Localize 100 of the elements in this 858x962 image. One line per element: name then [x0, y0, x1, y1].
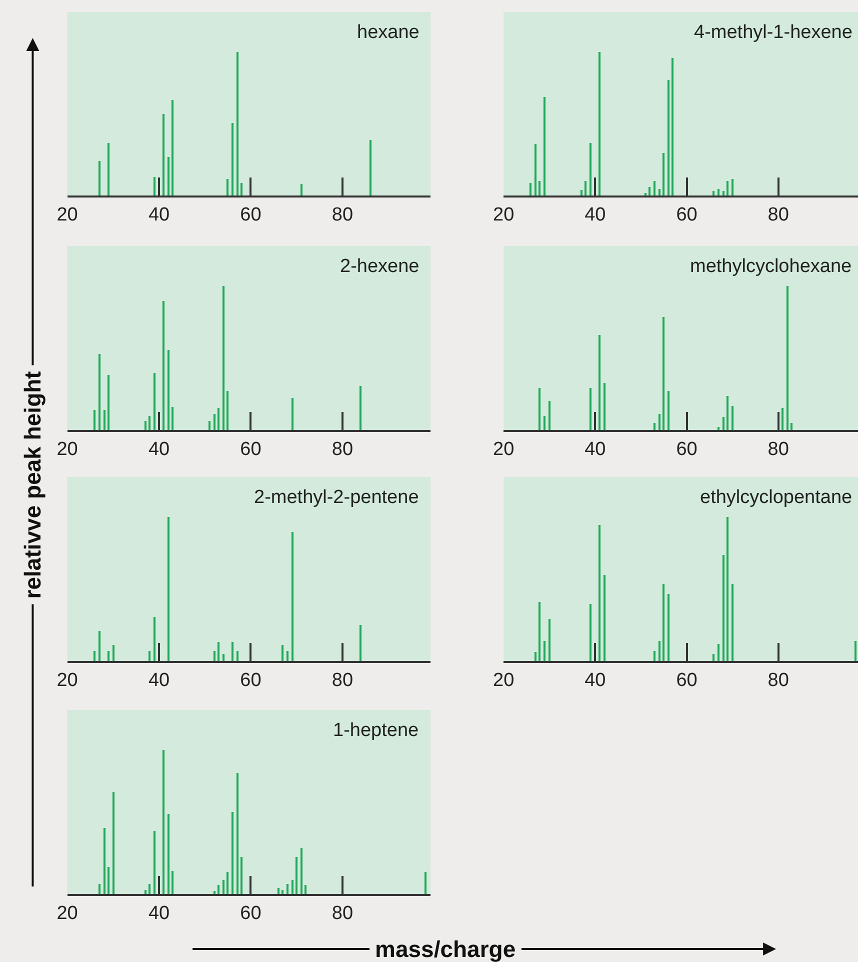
bar: [167, 157, 170, 196]
bar: [369, 140, 372, 196]
x-tick-label: 80: [332, 902, 354, 924]
bar: [718, 644, 720, 661]
bar: [584, 181, 587, 196]
bar: [654, 423, 656, 430]
bar: [544, 97, 546, 196]
x-tick-label: 20: [56, 670, 78, 691]
x-tick-label: 40: [148, 670, 170, 691]
bar: [208, 421, 210, 430]
bar: [162, 750, 164, 894]
bar: [112, 645, 114, 661]
bar: [712, 654, 715, 661]
x-tick-label: 40: [148, 902, 170, 924]
chart-title: 2-hexene: [340, 256, 420, 277]
x-tick-label: 80: [768, 438, 789, 460]
bar: [590, 604, 592, 661]
chart-title: 1-heptene: [333, 720, 419, 741]
bar: [107, 143, 110, 196]
x-tick-label: 80: [332, 204, 354, 226]
x-tick-label: 20: [493, 670, 514, 691]
x-tick-label: 60: [240, 902, 262, 924]
x-tick-label: 60: [676, 670, 698, 691]
bar: [167, 350, 170, 430]
x-tick-label: 40: [584, 438, 606, 460]
x-tick-label: 20: [56, 438, 78, 460]
bar: [277, 888, 280, 894]
bar: [530, 183, 532, 196]
x-tick-label: 60: [676, 438, 698, 460]
bar: [718, 427, 720, 430]
bar: [162, 114, 164, 196]
bar: [662, 584, 665, 661]
bar: [548, 401, 551, 430]
bar: [226, 179, 228, 196]
bar: [153, 617, 156, 661]
chart-title: hexane: [357, 22, 420, 43]
x-tick-label: 20: [493, 204, 514, 226]
bar: [534, 652, 537, 661]
bar: [538, 388, 541, 430]
x-tick-label: 80: [332, 438, 354, 460]
bar: [171, 100, 174, 196]
bar: [217, 408, 220, 430]
bar: [662, 317, 665, 430]
bar: [668, 391, 670, 430]
bar: [153, 831, 156, 894]
bar: [148, 651, 150, 661]
bar: [98, 631, 100, 661]
bar: [236, 651, 238, 661]
bar: [544, 416, 546, 430]
bar: [286, 884, 288, 894]
bar: [658, 414, 661, 430]
bar: [112, 792, 114, 894]
bar: [295, 857, 298, 894]
x-tick-label: 80: [768, 204, 789, 226]
bar: [240, 857, 242, 894]
bar: [291, 532, 294, 661]
x-tick-label: 80: [332, 670, 354, 691]
bar: [148, 884, 150, 894]
bar: [162, 301, 164, 430]
bar: [240, 183, 242, 196]
bar: [107, 867, 110, 894]
bar: [281, 645, 284, 661]
x-tick-label: 20: [493, 438, 514, 460]
bar: [304, 885, 306, 894]
bar: [300, 184, 302, 196]
bar: [732, 406, 734, 430]
bar: [648, 187, 651, 196]
bar: [213, 891, 216, 894]
bar: [231, 642, 234, 661]
bar: [291, 880, 294, 894]
x-tick-label: 40: [148, 204, 170, 226]
bar: [654, 181, 656, 196]
bar: [291, 398, 294, 430]
bar: [672, 58, 674, 196]
bar: [718, 189, 720, 196]
bar: [854, 641, 857, 661]
bar: [217, 885, 220, 894]
bar: [662, 153, 665, 196]
x-tick-label: 80: [768, 670, 789, 691]
bar: [644, 193, 647, 196]
bar: [580, 190, 583, 196]
bar: [722, 191, 725, 196]
bar: [732, 584, 734, 661]
bar: [236, 773, 238, 894]
bar: [534, 144, 537, 196]
chart-title: methylcyclohexane: [690, 256, 852, 277]
bar: [712, 191, 715, 196]
bar: [668, 80, 670, 196]
bar: [103, 410, 106, 430]
bar: [538, 181, 541, 196]
bar: [658, 189, 661, 196]
x-tick-label: 40: [584, 670, 606, 691]
bar: [226, 872, 228, 894]
bar: [213, 414, 216, 430]
chart-title: ethylcyclopentane: [700, 487, 852, 508]
x-tick-label: 40: [584, 204, 606, 226]
x-tick-label: 40: [148, 438, 170, 460]
bar: [144, 890, 146, 894]
bar: [286, 651, 288, 661]
bar: [217, 642, 220, 661]
